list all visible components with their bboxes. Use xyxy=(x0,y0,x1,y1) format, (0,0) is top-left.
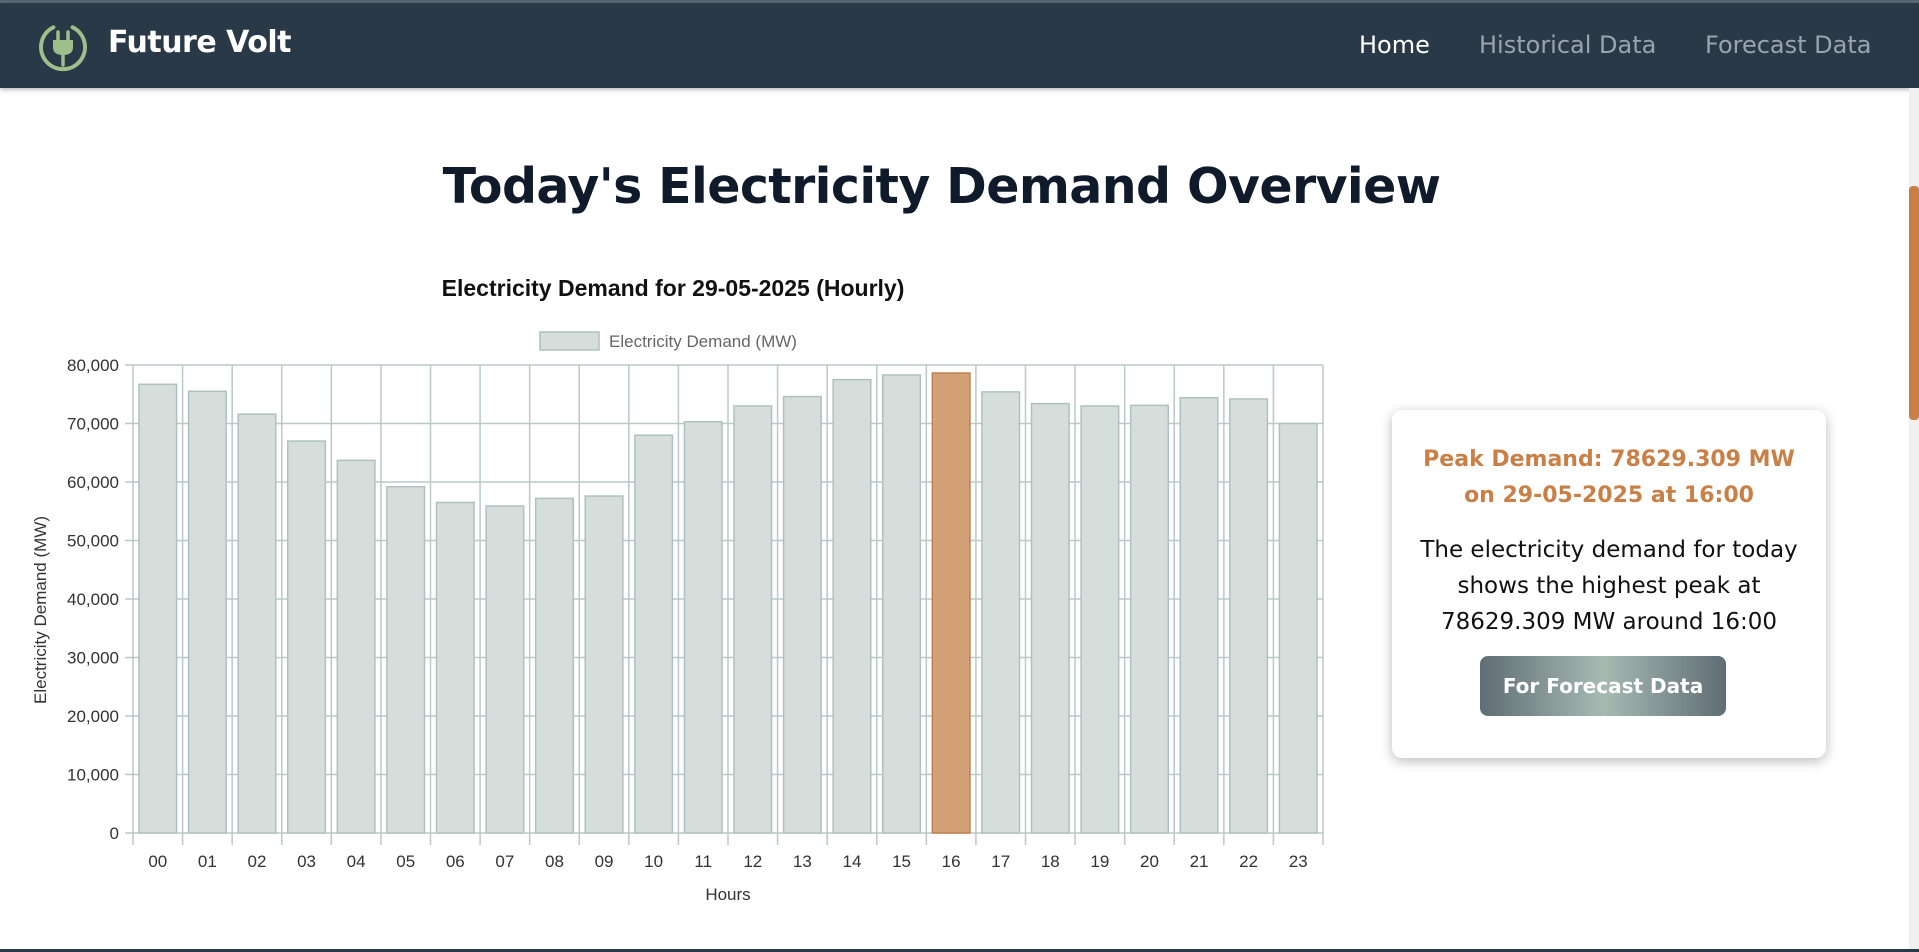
peak-info-card: Peak Demand: 78629.309 MW on 29-05-2025 … xyxy=(1392,410,1826,758)
x-tick-label: 15 xyxy=(892,852,911,871)
x-axis-title: Hours xyxy=(705,885,750,904)
nav-forecast-data[interactable]: Forecast Data xyxy=(1705,31,1872,59)
bar xyxy=(287,440,327,834)
chart-title: Electricity Demand for 29-05-2025 (Hourl… xyxy=(442,275,905,301)
x-tick-label: 02 xyxy=(247,852,266,871)
y-tick-label: 60,000 xyxy=(67,473,119,492)
demand-description: The electricity demand for today shows t… xyxy=(1420,537,1798,635)
nav-historical-data[interactable]: Historical Data xyxy=(1479,31,1657,59)
bar xyxy=(237,413,277,834)
x-tick-label: 11 xyxy=(694,852,712,871)
y-tick-label: 50,000 xyxy=(67,532,119,551)
bar xyxy=(634,434,674,834)
x-tick-label: 00 xyxy=(148,852,167,871)
page-title: Today's Electricity Demand Overview xyxy=(442,158,1441,215)
y-tick-label: 10,000 xyxy=(67,766,119,785)
peak-demand-text: Peak Demand: 78629.309 MW on 29-05-2025 … xyxy=(1423,447,1795,508)
bar xyxy=(683,420,723,834)
bar xyxy=(1080,405,1120,834)
x-tick-label: 17 xyxy=(991,852,1010,871)
legend-swatch xyxy=(539,331,600,351)
bar xyxy=(1229,398,1269,834)
plug-icon[interactable] xyxy=(36,19,90,73)
x-tick-label: 23 xyxy=(1289,852,1308,871)
y-axis-title: Electricity Demand (MW) xyxy=(31,516,50,704)
bar xyxy=(386,485,426,834)
y-tick-label: 20,000 xyxy=(67,707,119,726)
y-tick-label: 80,000 xyxy=(67,356,119,375)
scrollbar-track[interactable] xyxy=(1909,88,1919,952)
navbar: Future Volt Home Historical Data Forecas… xyxy=(0,3,1919,88)
nav-home[interactable]: Home xyxy=(1359,31,1430,59)
bar-peak xyxy=(931,372,971,834)
x-tick-label: 20 xyxy=(1140,852,1159,871)
x-tick-label: 07 xyxy=(495,852,514,871)
bar xyxy=(187,390,227,834)
bar xyxy=(485,505,525,834)
bar xyxy=(138,383,178,834)
y-tick-label: 40,000 xyxy=(67,590,119,609)
demand-chart: Electricity Demand for 29-05-2025 (Hourl… xyxy=(31,275,1324,904)
x-tick-label: 08 xyxy=(545,852,564,871)
bar xyxy=(782,395,822,834)
x-tick-label: 19 xyxy=(1090,852,1109,871)
x-tick-label: 16 xyxy=(942,852,961,871)
x-tick-label: 06 xyxy=(446,852,465,871)
bar xyxy=(832,378,872,834)
x-tick-label: 04 xyxy=(347,852,366,871)
legend-label: Electricity Demand (MW) xyxy=(609,332,797,351)
x-tick-label: 03 xyxy=(297,852,316,871)
bar xyxy=(1278,422,1318,834)
bar xyxy=(981,391,1021,834)
brand-name[interactable]: Future Volt xyxy=(108,25,291,60)
window-top-edge xyxy=(0,0,1919,3)
bar xyxy=(534,497,575,834)
x-tick-label: 14 xyxy=(842,852,861,871)
window-bottom-edge xyxy=(0,949,1919,952)
forecast-data-button[interactable]: For Forecast Data xyxy=(1480,656,1726,716)
bar xyxy=(1179,397,1219,834)
scrollbar-thumb[interactable] xyxy=(1909,186,1919,420)
bar xyxy=(584,495,624,834)
bar xyxy=(1030,402,1070,834)
x-tick-label: 01 xyxy=(198,852,217,871)
x-tick-label: 18 xyxy=(1041,852,1060,871)
x-tick-label: 10 xyxy=(644,852,663,871)
x-tick-label: 09 xyxy=(595,852,614,871)
x-tick-label: 05 xyxy=(396,852,415,871)
bar xyxy=(435,501,475,834)
y-tick-label: 30,000 xyxy=(67,649,119,668)
x-tick-label: 12 xyxy=(743,852,762,871)
y-tick-label: 0 xyxy=(110,824,119,843)
bar xyxy=(882,374,922,834)
y-tick-label: 70,000 xyxy=(67,415,119,434)
x-tick-label: 21 xyxy=(1190,852,1209,871)
bar xyxy=(336,459,376,834)
x-tick-label: 13 xyxy=(793,852,812,871)
x-tick-label: 22 xyxy=(1239,852,1258,871)
bar xyxy=(1129,404,1169,834)
bar xyxy=(733,405,773,834)
